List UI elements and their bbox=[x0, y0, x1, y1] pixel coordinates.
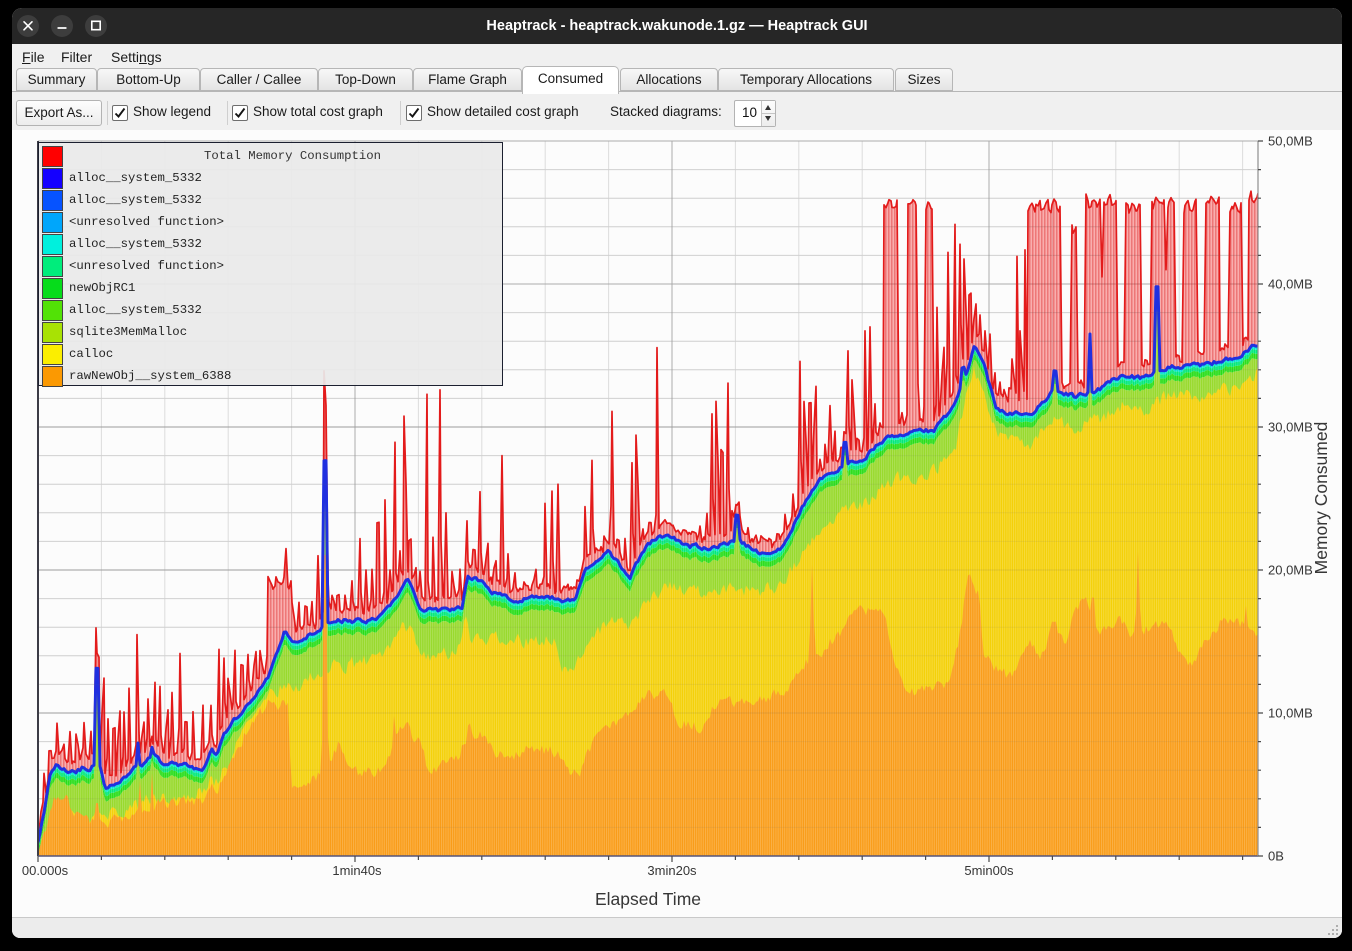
svg-text:1min40s: 1min40s bbox=[332, 863, 382, 878]
svg-text:Memory Consumed: Memory Consumed bbox=[1311, 422, 1331, 575]
svg-text:50,0MB: 50,0MB bbox=[1268, 134, 1313, 149]
svg-text:10,0MB: 10,0MB bbox=[1268, 706, 1313, 721]
svg-text:00.000s: 00.000s bbox=[22, 863, 69, 878]
svg-text:5min00s: 5min00s bbox=[964, 863, 1014, 878]
svg-text:40,0MB: 40,0MB bbox=[1268, 277, 1313, 292]
svg-text:30,0MB: 30,0MB bbox=[1268, 420, 1313, 435]
svg-text:Elapsed Time: Elapsed Time bbox=[595, 889, 701, 909]
svg-text:20,0MB: 20,0MB bbox=[1268, 563, 1313, 578]
svg-text:3min20s: 3min20s bbox=[647, 863, 697, 878]
svg-text:0B: 0B bbox=[1268, 849, 1284, 864]
